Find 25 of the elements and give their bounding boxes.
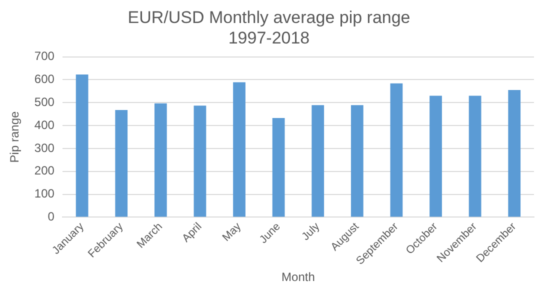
bar [115, 110, 128, 217]
y-axis-title: Pip range [8, 111, 22, 163]
y-tick-label: 700 [34, 49, 55, 64]
chart-title: EUR/USD Monthly average pip range 1997-2018 [128, 8, 410, 48]
y-tick-label: 500 [34, 94, 55, 109]
bar [154, 103, 167, 217]
x-axis-title: Month [282, 270, 315, 284]
x-tick-label: July [300, 220, 322, 243]
y-tick-label: 200 [34, 164, 55, 178]
bar [508, 90, 521, 217]
bar [272, 118, 285, 217]
bar [76, 74, 88, 217]
x-tick-label: May [220, 220, 244, 244]
y-tick-label: 100 [34, 186, 55, 201]
bar [430, 96, 442, 217]
bar [194, 106, 206, 217]
y-tick-label: 0 [48, 210, 55, 224]
bar [468, 96, 482, 217]
y-tick-label: 300 [34, 140, 55, 155]
bar [390, 83, 403, 217]
y-tick-label: 600 [34, 72, 55, 86]
bar [312, 105, 324, 217]
y-tick-label: 400 [34, 118, 55, 132]
bar [350, 105, 364, 217]
bar [233, 82, 246, 217]
